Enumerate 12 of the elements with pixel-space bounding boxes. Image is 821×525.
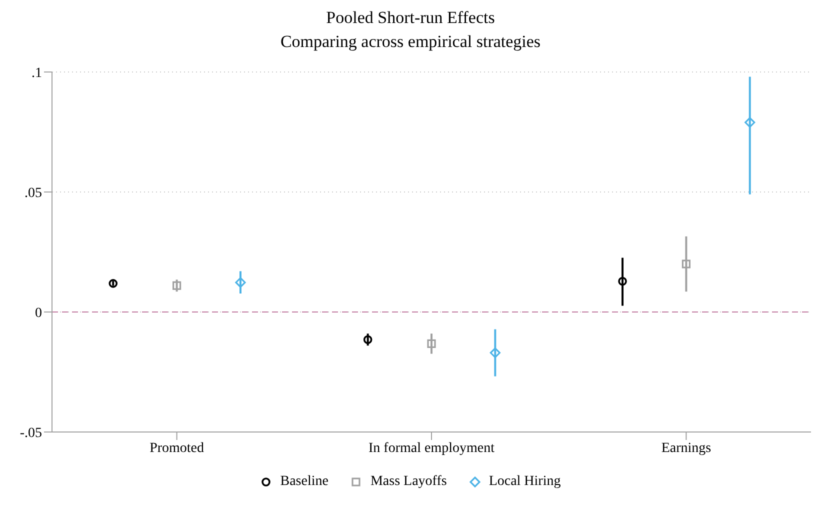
y-tick-label: -.05 bbox=[20, 426, 42, 441]
legend-label: Local Hiring bbox=[488, 474, 561, 490]
y-tick-label: 0 bbox=[35, 306, 42, 321]
y-tick-label: .1 bbox=[32, 66, 42, 81]
x-tick-label: Promoted bbox=[150, 440, 204, 456]
y-tick-label: .05 bbox=[24, 186, 42, 201]
chart-title: Pooled Short-run Effects bbox=[325, 8, 496, 28]
chart-subtitle: Comparing across empirical strategies bbox=[279, 32, 542, 52]
x-tick-label: Earnings bbox=[661, 440, 712, 456]
legend-label: Mass Layoffs bbox=[370, 474, 447, 490]
legend-label: Baseline bbox=[280, 474, 328, 490]
x-tick-label: In formal employment bbox=[368, 440, 495, 456]
